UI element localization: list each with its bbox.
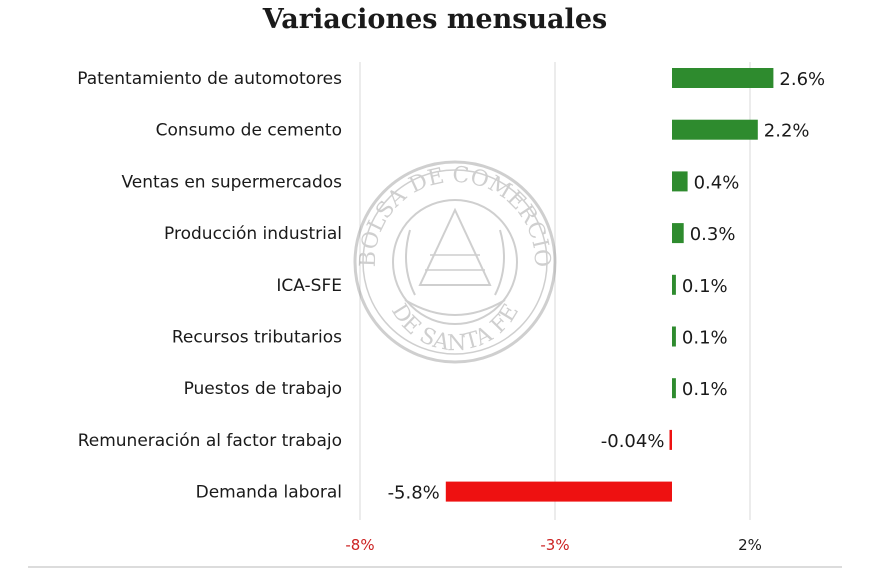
category-label: Puestos de trabajo [184, 379, 342, 399]
x-tick-label: 2% [738, 536, 762, 554]
bar [672, 171, 688, 192]
category-label: Consumo de cemento [156, 121, 342, 141]
data-label: 0.1% [682, 328, 728, 349]
bar [672, 274, 676, 295]
x-axis-ticks: -8% -3% 2% [345, 536, 762, 554]
svg-text:DE SANTA FE: DE SANTA FE [386, 300, 524, 357]
data-label: 0.1% [682, 379, 728, 400]
category-label: Demanda laboral [196, 483, 342, 503]
bar [672, 119, 758, 140]
bar [672, 378, 676, 399]
category-label: Remuneración al factor trabajo [78, 431, 342, 451]
svg-text:BOLSA DE COMERCIO: BOLSA DE COMERCIO [356, 163, 555, 268]
bolsa-de-comercio-seal-watermark: BOLSA DE COMERCIO DE SANTA FE [353, 160, 557, 364]
value-labels: 2.6% 2.2% 0.4% 0.3% 0.1% 0.1% 0.1% -0.04% -5.8% [388, 69, 826, 504]
data-label: -5.8% [388, 483, 440, 504]
data-label: 2.2% [764, 121, 810, 142]
x-tick-label: -8% [345, 536, 374, 554]
bar [669, 429, 672, 450]
bar [672, 223, 684, 244]
data-label: -0.04% [601, 431, 665, 452]
data-label: 0.4% [694, 172, 740, 193]
x-tick-label: -3% [540, 536, 569, 554]
data-label: 0.3% [690, 224, 736, 245]
category-labels: Patentamiento de automotores Consumo de c… [77, 69, 342, 503]
category-label: Recursos tributarios [172, 328, 342, 348]
category-label: Patentamiento de automotores [77, 69, 342, 89]
bars [445, 68, 774, 502]
category-label: Producción industrial [164, 224, 342, 244]
chart-title: Variaciones mensuales [262, 4, 608, 35]
data-label: 0.1% [682, 276, 728, 297]
data-label: 2.6% [779, 69, 825, 90]
category-label: ICA-SFE [276, 276, 342, 296]
bar [672, 326, 676, 347]
category-label: Ventas en supermercados [121, 172, 342, 192]
bar [445, 481, 672, 502]
bar [672, 68, 774, 88]
